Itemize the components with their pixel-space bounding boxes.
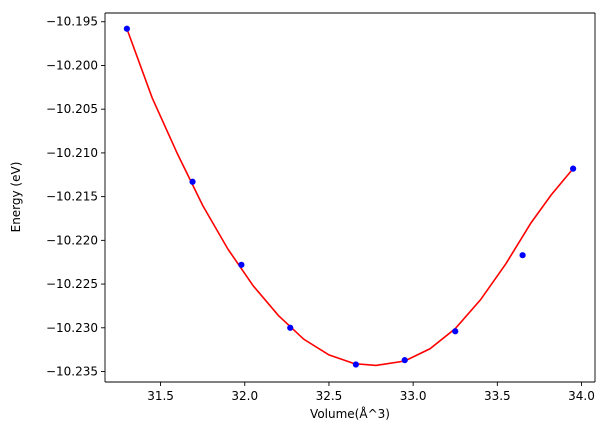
x-tick-label: 34.0 (568, 389, 595, 403)
data-point (189, 178, 196, 185)
axes-layer (104, 12, 596, 383)
x-tick-label: 32.5 (316, 389, 343, 403)
x-axis-title: Volume(Å^3) (310, 406, 390, 421)
data-point (238, 261, 245, 268)
data-point (352, 361, 359, 368)
y-tick-label: −10.200 (46, 58, 98, 72)
plot-background (105, 13, 595, 382)
y-tick-label: −10.215 (46, 190, 98, 204)
data-point (401, 357, 408, 364)
x-tick-label: 33.5 (484, 389, 511, 403)
y-tick-label: −10.220 (46, 233, 98, 247)
data-points-layer (123, 25, 577, 368)
data-point (123, 25, 130, 32)
data-point (287, 324, 294, 331)
y-ticks: −10.195 −10.200 −10.205 −10.210 −10.215 −10.2… (46, 15, 105, 379)
data-point (452, 328, 459, 335)
y-tick-label: −10.205 (46, 102, 98, 116)
data-point (570, 165, 577, 172)
y-axis-title: Energy (eV) (9, 162, 23, 233)
y-tick-label: −10.235 (46, 365, 98, 379)
y-tick-label: −10.230 (46, 321, 98, 335)
x-tick-label: 31.5 (147, 389, 174, 403)
x-tick-label: 33.0 (400, 389, 427, 403)
y-tick-label: −10.210 (46, 146, 98, 160)
y-tick-label: −10.225 (46, 277, 98, 291)
y-tick-label: −10.195 (46, 15, 98, 29)
data-point (519, 252, 526, 259)
x-tick-label: 32.0 (231, 389, 258, 403)
x-ticks: 31.5 32.0 32.5 33.0 33.5 34.0 (147, 382, 595, 403)
